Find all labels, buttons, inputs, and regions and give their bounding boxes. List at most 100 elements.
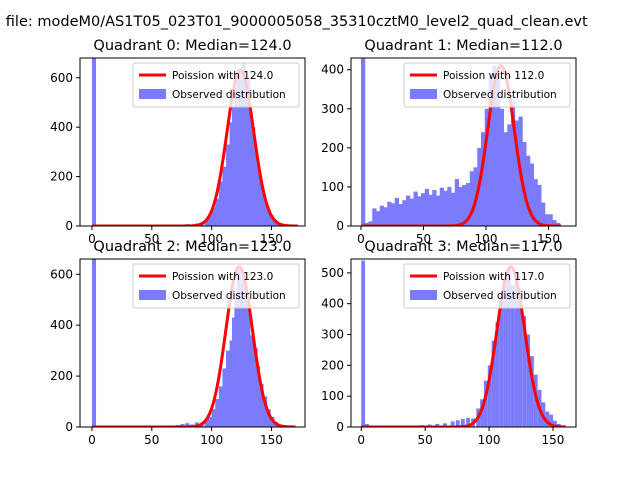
x-tick-label: 150 xyxy=(260,232,283,246)
y-tick-label: 500 xyxy=(321,266,344,280)
x-tick-label: 50 xyxy=(144,433,159,447)
axes-frame xyxy=(79,258,306,428)
histogram-bar xyxy=(241,271,246,427)
histogram-bar xyxy=(507,124,512,226)
histogram-bar xyxy=(272,219,277,226)
histogram-bar xyxy=(514,120,519,226)
y-tick-label: 600 xyxy=(50,71,73,85)
histogram-bar xyxy=(522,142,527,226)
histogram-bar xyxy=(229,340,234,427)
subplot-quadrant-0: 0 50 100 150 0 200 400 600 Quadrant 0: Median=12… xyxy=(50,38,306,246)
y-tick-label: 300 xyxy=(321,328,344,342)
histogram-bar xyxy=(491,340,496,427)
legend-hist-swatch xyxy=(139,89,166,99)
histogram-bar xyxy=(211,207,216,226)
histogram-bar xyxy=(239,284,244,427)
y-tick-label: 400 xyxy=(321,63,344,77)
histogram-bar xyxy=(413,191,418,226)
subplot-title: Quadrant 1: Median=112.0 xyxy=(364,38,562,54)
histogram-bar xyxy=(556,222,561,226)
histogram-bar xyxy=(460,418,465,427)
histogram-bar xyxy=(365,423,369,427)
y-tick-label: 400 xyxy=(50,318,73,332)
histogram-bar xyxy=(529,163,534,226)
histogram-bar xyxy=(204,420,209,427)
histogram-bar xyxy=(541,202,546,226)
histogram-bar xyxy=(231,317,237,427)
histogram-bar xyxy=(215,399,220,427)
subplot-quadrant-3: 0 50 100 150 0 100 200 300 400 500 Quadrant 3: Med… xyxy=(321,239,577,447)
histogram-bar xyxy=(443,190,448,226)
histogram-bar xyxy=(204,220,209,226)
histogram-bars xyxy=(91,58,286,226)
histogram-bar xyxy=(266,409,271,427)
legend: Poission with 112.0 Observed distribution xyxy=(403,62,571,108)
histogram-bar xyxy=(185,423,190,427)
histogram-bar xyxy=(361,58,366,226)
histogram-bar xyxy=(248,112,253,226)
legend-hist-label: Observed distribution xyxy=(443,290,557,302)
histogram-bar xyxy=(514,272,519,427)
histogram-bar xyxy=(372,208,377,226)
histogram-bar xyxy=(239,77,244,226)
histogram-bar xyxy=(263,396,268,427)
histogram-bar xyxy=(406,195,411,226)
y-tick-label: 200 xyxy=(321,358,344,372)
x-tick-label: 0 xyxy=(88,433,96,447)
histogram-bars xyxy=(91,259,283,427)
histogram-bar xyxy=(499,108,504,226)
subplot-title: Quadrant 2: Median=123.0 xyxy=(93,239,291,255)
histogram-bar xyxy=(394,197,399,226)
legend-poisson-label: Poission with 124.0 xyxy=(172,70,273,82)
legend: Poission with 117.0 Observed distribution xyxy=(403,263,571,309)
y-tick-label: 200 xyxy=(50,369,73,383)
subplots-grid: 0 50 100 150 0 200 400 600 Quadrant 0: Median=12… xyxy=(50,38,577,447)
histogram-bar xyxy=(544,214,549,226)
histogram-bar xyxy=(435,423,440,427)
histogram-bar xyxy=(222,368,227,427)
histogram-bar xyxy=(376,211,381,226)
histogram-bar xyxy=(455,420,460,427)
legend: Poission with 123.0 Observed distribution xyxy=(132,263,300,309)
histogram-bar xyxy=(522,316,527,427)
legend-box xyxy=(403,263,571,309)
histogram-bar xyxy=(552,420,557,427)
histogram-bar xyxy=(236,266,241,427)
y-tick-label: 100 xyxy=(321,180,344,194)
x-tick-label: 50 xyxy=(416,232,431,246)
histogram-bar xyxy=(529,356,534,427)
subplot-title: Quadrant 0: Median=124.0 xyxy=(93,38,291,54)
histogram-bar xyxy=(492,65,497,226)
histogram-bar xyxy=(258,181,263,226)
histogram-bar xyxy=(398,204,403,226)
histogram-bar xyxy=(447,186,452,226)
histogram-bar xyxy=(481,132,486,226)
legend-poisson-label: Poission with 117.0 xyxy=(443,271,544,283)
x-tick-label: 100 xyxy=(475,232,498,246)
y-tick-label: 400 xyxy=(321,297,344,311)
histogram-bar xyxy=(234,87,239,226)
histogram-bar xyxy=(241,62,246,226)
x-tick-label: 50 xyxy=(418,433,433,447)
x-tick-label: 150 xyxy=(537,232,560,246)
histogram-bar xyxy=(243,92,249,226)
legend-hist-swatch xyxy=(410,290,437,300)
legend-hist-label: Observed distribution xyxy=(443,89,557,101)
histogram-bar xyxy=(503,279,507,427)
histogram-bar xyxy=(533,179,538,226)
histogram-bar xyxy=(545,411,550,427)
histogram-bar xyxy=(246,304,251,427)
histogram-bar xyxy=(91,259,97,427)
histogram-bar xyxy=(402,200,407,226)
histogram-bar xyxy=(462,184,467,226)
histogram-bar xyxy=(208,416,213,427)
histogram-bar xyxy=(379,205,384,226)
axes-frame xyxy=(350,258,577,428)
histogram-bar xyxy=(248,335,253,427)
histogram-bar xyxy=(383,207,388,226)
legend-hist-label: Observed distribution xyxy=(172,290,286,302)
histogram-bar xyxy=(364,222,369,226)
histogram-bars xyxy=(361,58,561,226)
x-tick-label: 100 xyxy=(200,433,223,447)
histogram-bar xyxy=(506,266,511,427)
